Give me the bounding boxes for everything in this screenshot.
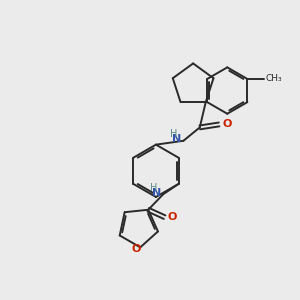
- Text: O: O: [168, 212, 177, 222]
- Text: N: N: [152, 188, 161, 198]
- Text: H: H: [150, 183, 157, 193]
- Text: O: O: [222, 119, 231, 129]
- Text: N: N: [172, 134, 181, 144]
- Text: H: H: [170, 129, 178, 139]
- Text: O: O: [131, 244, 140, 254]
- Text: CH₃: CH₃: [265, 74, 282, 83]
